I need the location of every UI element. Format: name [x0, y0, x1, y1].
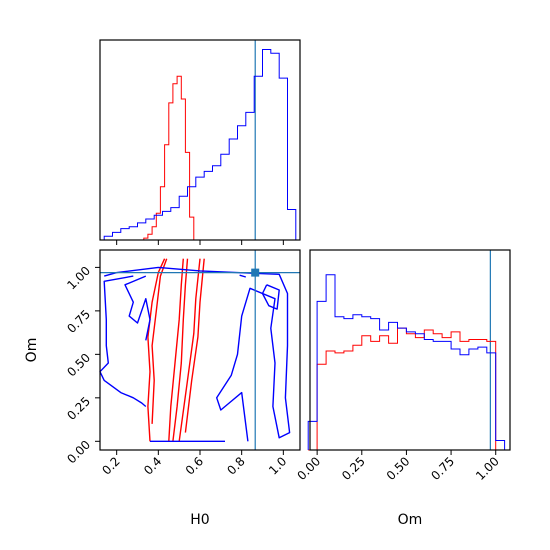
contour-line-blue — [124, 275, 151, 341]
x-axis-label-om: Om — [398, 512, 423, 528]
contour-frame — [99, 249, 301, 451]
contour-line-red — [168, 258, 184, 442]
om-x-tick-label: 1.00 — [473, 454, 502, 483]
om-x-tick-label: 0.50 — [384, 454, 413, 483]
h0-x-tick-label: 1.0 — [266, 454, 289, 477]
contour-line-red — [184, 258, 205, 433]
h0-om-contour-panel: 0.2 0.4 0.6 0.8 1.0 0.000.250.500.751.00 H0 … — [24, 249, 301, 528]
om-x-tick-label: 0.75 — [428, 454, 457, 483]
h0-histogram-blue — [103, 49, 297, 240]
om-histogram-panel: 0.00 0.25 0.50 0.75 1.00 Om — [294, 249, 511, 528]
h0-histogram-series — [103, 49, 297, 240]
h0-x-tick-label: 0.2 — [99, 454, 122, 477]
h0-x-tick-label: 0.6 — [183, 454, 206, 477]
om-y-tick-label: 0.25 — [64, 394, 93, 423]
h0-histogram-red — [143, 75, 195, 240]
contour-line-red — [147, 258, 166, 442]
truth-crosshair — [100, 250, 300, 450]
truth-marker — [251, 268, 260, 277]
contour-line-red — [178, 258, 201, 442]
om-histogram-blue — [307, 274, 506, 450]
h0-histogram-frame — [99, 39, 301, 241]
contour-line-red — [172, 258, 189, 442]
om-histogram-series — [307, 274, 506, 451]
x-axis-label-h0: H0 — [190, 512, 209, 528]
om-y-tick-label: 0.00 — [64, 438, 93, 467]
om-y-tick-label: 0.50 — [64, 351, 93, 380]
om-histogram-frame — [309, 249, 511, 451]
h0-axis-ticks: 0.2 0.4 0.6 0.8 1.0 — [99, 450, 289, 478]
contour-lines — [99, 258, 291, 442]
y-axis-label-om: Om — [24, 338, 40, 363]
om-x-tick-label: 0.25 — [339, 454, 368, 483]
h0-histogram-ticks — [116, 240, 284, 245]
om-y-tick-label: 1.00 — [64, 264, 93, 293]
contour-line-blue — [99, 275, 147, 408]
contour-line-red — [151, 258, 168, 424]
om-histogram-red — [308, 327, 505, 451]
contour-line-blue — [239, 274, 246, 278]
h0-x-tick-label: 0.8 — [224, 454, 247, 477]
om-y-tick-label: 0.75 — [64, 307, 93, 336]
h0-histogram-panel — [99, 39, 301, 245]
contour-line-blue — [261, 284, 280, 310]
om-axis-ticks-bottom: 0.00 0.25 0.50 0.75 1.00 — [294, 450, 502, 483]
om-x-tick-label: 0.00 — [294, 454, 323, 483]
h0-x-tick-label: 0.4 — [141, 454, 164, 477]
om-axis-ticks: 0.00 0.25 0.50 0.75 1.00 — [64, 264, 100, 467]
